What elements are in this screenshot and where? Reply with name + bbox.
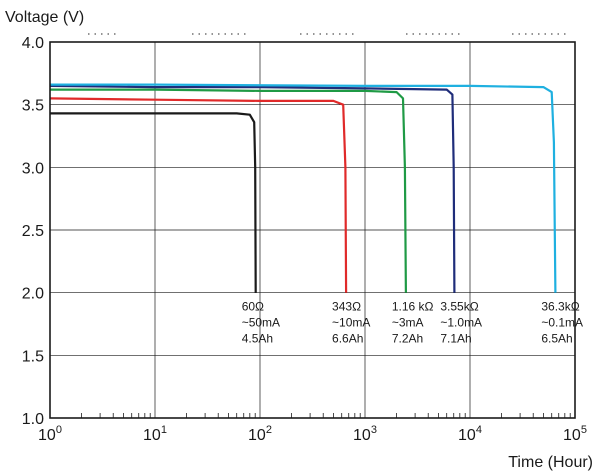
- series-annotation: 4.5Ah: [242, 332, 273, 346]
- y-tick-label: 2.0: [22, 286, 44, 303]
- x-tick-label: 103: [353, 424, 377, 444]
- series-annotation: 60Ω: [242, 300, 264, 314]
- x-tick-label: 100: [38, 424, 62, 444]
- series-line: [50, 88, 407, 293]
- y-tick-label: 3.0: [22, 160, 44, 177]
- series-annotation: ~10mA: [332, 316, 370, 330]
- series-line: [49, 84, 456, 293]
- series-annotation: 3.55kΩ: [440, 300, 478, 314]
- plot-frame: [49, 41, 576, 419]
- series-annotation: ~0.1mA: [541, 316, 583, 330]
- y-tick-label: 1.0: [22, 411, 44, 428]
- x-tick-label: 105: [563, 424, 587, 444]
- x-tick-label: 101: [143, 424, 167, 444]
- series-annotation: 6.5Ah: [541, 332, 572, 346]
- series-line: [49, 97, 348, 293]
- series-annotation: ~1.0mA: [440, 316, 482, 330]
- y-axis-title: Voltage (V): [5, 9, 84, 26]
- x-tick-exponent: 4: [476, 424, 482, 436]
- series-line: [50, 83, 557, 293]
- x-tick-label: 104: [458, 424, 482, 444]
- series-annotation: ~50mA: [242, 316, 280, 330]
- x-axis-title: Time (Hour): [508, 454, 593, 471]
- series-annotation: 36.3kΩ: [541, 300, 579, 314]
- x-tick-exponent: 5: [581, 424, 587, 436]
- x-tick-exponent: 2: [266, 424, 272, 436]
- series-annotation: 1.16 kΩ: [392, 300, 434, 314]
- y-tick-label: 2.5: [22, 223, 44, 240]
- series-line: [50, 112, 257, 293]
- x-tick-exponent: 1: [161, 424, 167, 436]
- y-tick-label: 1.5: [22, 348, 44, 365]
- series-annotation: 6.6Ah: [332, 332, 363, 346]
- series-annotation: 7.1Ah: [440, 332, 471, 346]
- series-annotation: ~3mA: [392, 316, 424, 330]
- y-tick-label: 4.0: [22, 35, 44, 52]
- series-annotation: 7.2Ah: [392, 332, 423, 346]
- series-annotation: 343Ω: [332, 300, 361, 314]
- x-tick-exponent: 0: [56, 424, 62, 436]
- x-tick-label: 102: [248, 424, 272, 444]
- series-lines: [49, 83, 557, 293]
- y-tick-label: 3.5: [22, 98, 44, 115]
- x-tick-exponent: 3: [371, 424, 377, 436]
